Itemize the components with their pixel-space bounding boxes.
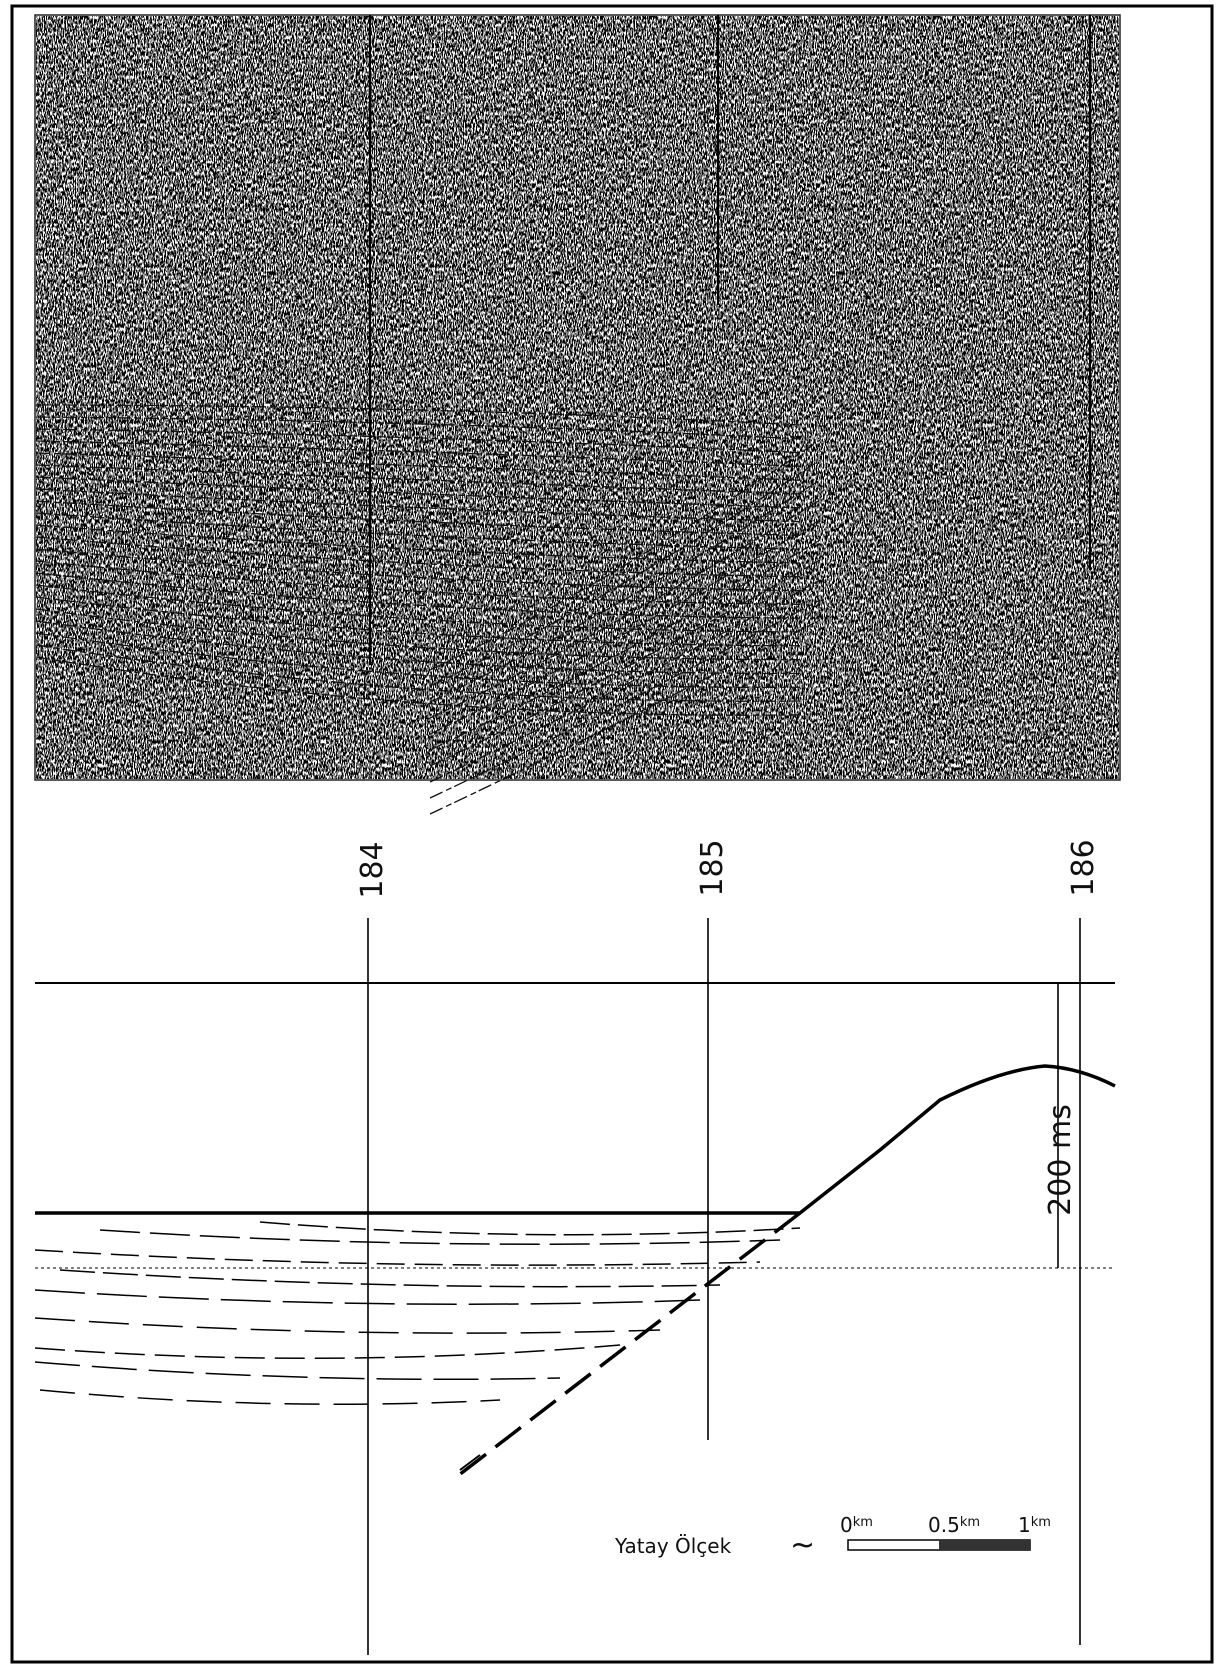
scale-tick: 1 [1018, 1513, 1031, 1537]
figure: 184 185 186 200 ms Yatay Ölçek ~ 0km 0.5… [0, 0, 1223, 1669]
stroke [35, 1345, 620, 1358]
stroke [260, 1222, 800, 1235]
stroke [60, 1270, 720, 1287]
stroke [35, 1362, 560, 1379]
scale-symbol: ~ [790, 1528, 815, 1563]
scale-unit: km [1031, 1515, 1051, 1530]
scale-unit: km [853, 1515, 873, 1530]
svg-text:0km: 0km [840, 1513, 873, 1537]
scale-ticks: 0km 0.5km 1km [840, 1513, 1051, 1537]
scale-tick: 0.5 [928, 1513, 960, 1537]
stroke [40, 1390, 500, 1404]
scale-bar-fill [939, 1540, 1030, 1550]
svg-text:1km: 1km [1018, 1513, 1051, 1537]
stroke [35, 1318, 660, 1333]
time-scale-label: 200 ms [1043, 1104, 1078, 1216]
shotpoint-label: 186 [1066, 839, 1101, 896]
scale-label: Yatay Ölçek [614, 1534, 732, 1558]
seismic-section [35, 15, 1120, 814]
shotpoint-label: 185 [695, 839, 730, 896]
scale-tick: 0 [840, 1513, 853, 1537]
scale-unit: km [960, 1515, 980, 1530]
shotpoint-label: 184 [355, 841, 390, 898]
stroke [35, 1250, 760, 1265]
svg-text:0.5km: 0.5km [928, 1513, 980, 1537]
